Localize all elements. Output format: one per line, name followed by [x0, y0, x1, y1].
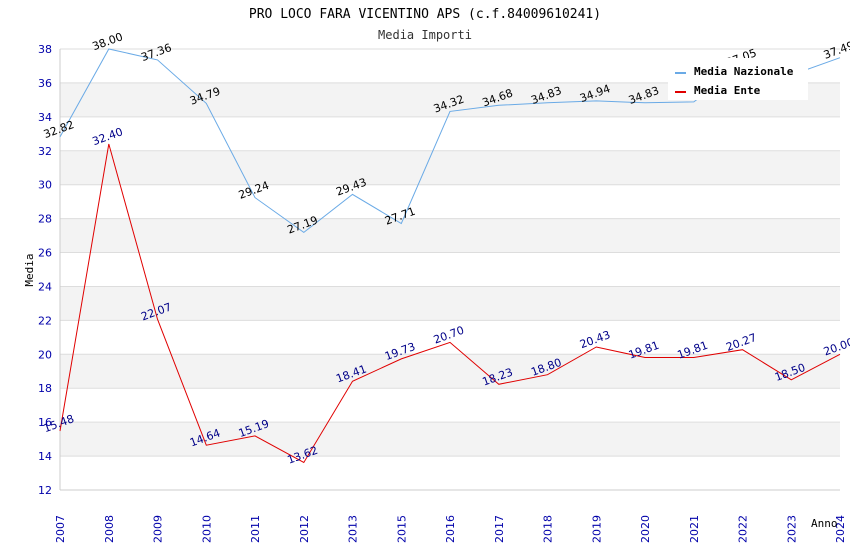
- x-tick-label: 2011: [249, 515, 262, 543]
- x-tick-label: 2015: [395, 515, 408, 543]
- grid-band: [60, 252, 840, 287]
- grid-band: [60, 388, 840, 423]
- y-tick-label: 20: [38, 348, 52, 361]
- legend-label-nazionale: Media Nazionale: [694, 65, 794, 78]
- chart-title: PRO LOCO FARA VICENTINO APS (c.f.8400961…: [249, 7, 601, 22]
- x-tick-label: 2020: [639, 515, 652, 543]
- x-tick-label: 2019: [590, 515, 603, 543]
- y-tick-label: 34: [38, 111, 52, 124]
- x-tick-label: 2013: [347, 515, 360, 543]
- y-tick-label: 16: [38, 416, 52, 429]
- x-tick-label: 2022: [737, 515, 750, 543]
- y-tick-label: 14: [38, 450, 52, 463]
- y-tick-label: 22: [38, 314, 52, 327]
- y-tick-label: 32: [38, 145, 52, 158]
- y-tick-label: 28: [38, 213, 52, 226]
- grid-band: [60, 218, 840, 253]
- legend: Media Nazionale Media Ente: [668, 58, 808, 100]
- x-tick-label: 2018: [542, 515, 555, 543]
- grid-band: [60, 422, 840, 457]
- y-axis-label: Media: [23, 253, 36, 286]
- grid-band: [60, 116, 840, 151]
- y-tick-label: 24: [38, 280, 52, 293]
- grid-band: [60, 150, 840, 185]
- y-tick-label: 30: [38, 179, 52, 192]
- x-tick-label: 2007: [54, 515, 67, 543]
- chart-subtitle: Media Importi: [378, 28, 472, 42]
- grid-band: [60, 286, 840, 321]
- grid-band: [60, 354, 840, 389]
- plot-background: [59, 48, 840, 491]
- series-line-ente: [59, 143, 841, 464]
- x-tick-label: 2016: [444, 515, 457, 543]
- x-tick-label: 2009: [152, 515, 165, 543]
- x-axis-label: Anno: [811, 517, 838, 530]
- y-tick-label: 36: [38, 77, 52, 90]
- x-tick-label: 2010: [200, 515, 213, 543]
- y-tick-label: 38: [38, 43, 52, 56]
- x-tick-label: 2021: [688, 515, 701, 543]
- legend-background: [668, 58, 808, 100]
- x-tick-label: 2024: [834, 515, 847, 543]
- grid-band: [60, 320, 840, 355]
- y-axis-ticks: 12 14 16 18 20 22 24 26 28 30 32 34 36 38: [38, 43, 52, 497]
- grid-band: [60, 184, 840, 219]
- x-tick-label: 2008: [103, 515, 116, 543]
- x-tick-label: 2017: [493, 515, 506, 543]
- x-axis-ticks: 2007 2008 2009 2010 2011 2012 2013 2015 2016 2017…: [54, 515, 847, 543]
- y-tick-label: 12: [38, 484, 52, 497]
- y-tick-label: 26: [38, 247, 52, 260]
- grid-band: [60, 456, 840, 490]
- x-tick-label: 2012: [298, 515, 311, 543]
- x-tick-label: 2023: [785, 515, 798, 543]
- legend-label-ente: Media Ente: [694, 84, 761, 97]
- y-tick-label: 18: [38, 382, 52, 395]
